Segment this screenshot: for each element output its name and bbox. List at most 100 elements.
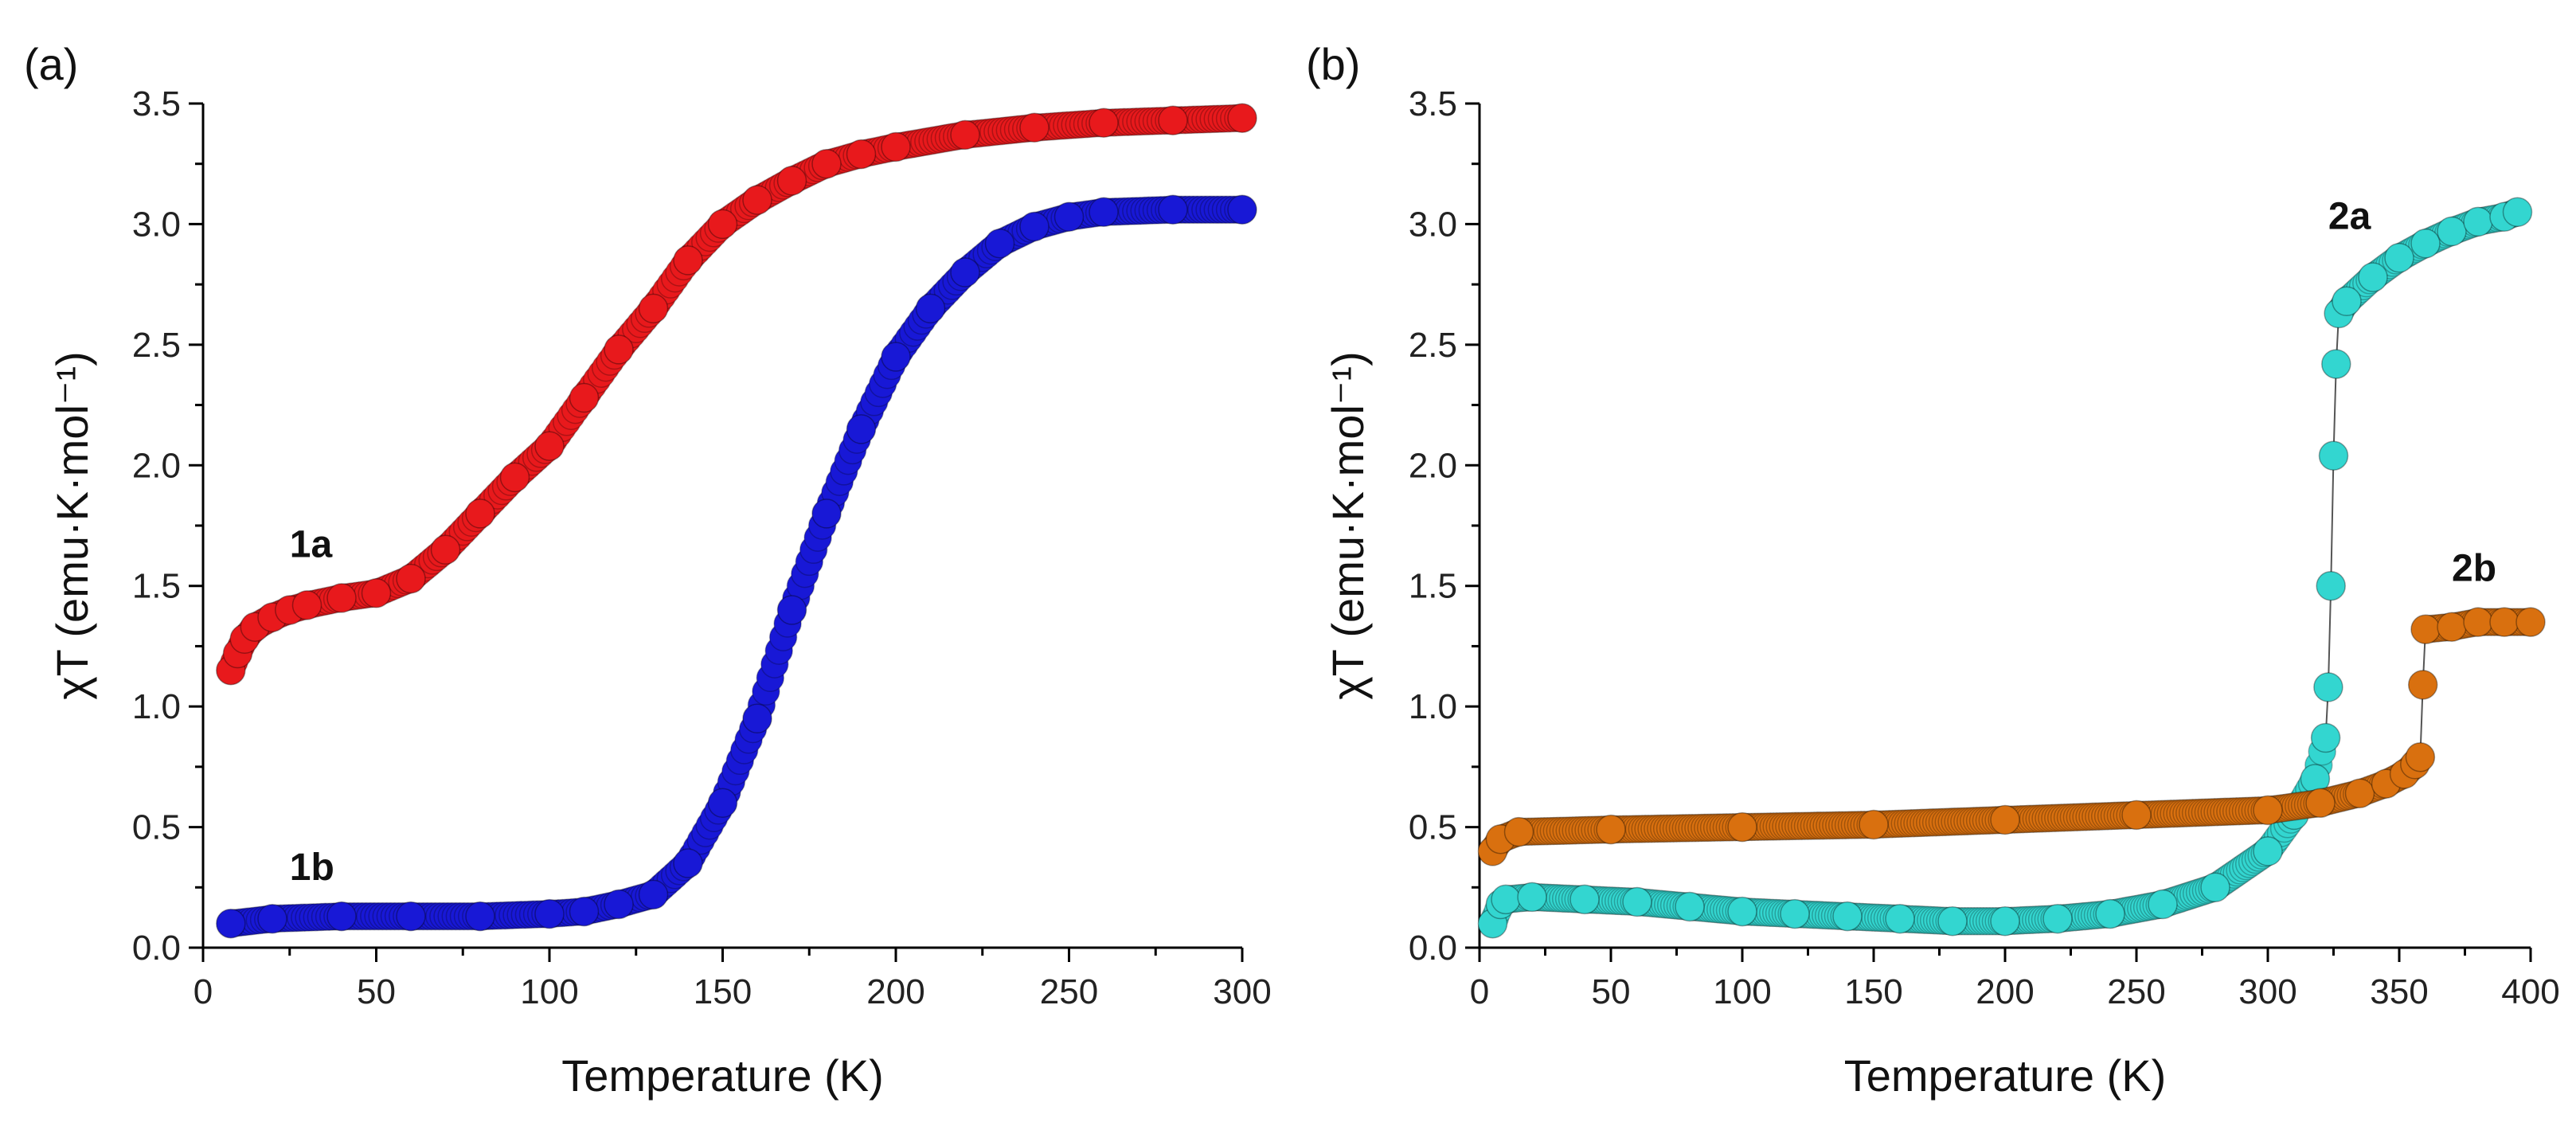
x-tick-label: 0 — [193, 972, 213, 1011]
series-2b — [1477, 607, 2546, 866]
data-point-key — [2515, 607, 2546, 637]
data-point-key — [2253, 795, 2283, 826]
series-1a — [216, 103, 1257, 686]
data-point-key — [2344, 778, 2375, 808]
data-point-key — [604, 334, 634, 365]
data-point-key — [1937, 905, 1968, 937]
y-tick-label: 1.5 — [132, 567, 181, 606]
data-point-key — [1569, 884, 1600, 915]
data-point-key — [465, 499, 495, 529]
data-point-key — [1517, 882, 1547, 913]
data-point-key — [1727, 896, 1757, 927]
x-tick-label: 150 — [1844, 972, 1902, 1011]
panel-b: (b) 0.0 0.5 1.0 1.5 2.0 2.5 3.0 3.5 0 50 100 150 200 2… — [1306, 39, 2560, 1101]
x-tick-label: 400 — [2501, 972, 2559, 1011]
data-point-key — [2410, 614, 2441, 644]
data-point-key — [2321, 349, 2351, 379]
data-point-key — [707, 788, 738, 819]
data-point-key — [2318, 440, 2349, 471]
data-point-key — [1596, 814, 1626, 845]
x-tick-label: 300 — [1213, 972, 1271, 1011]
data-point-key — [1727, 811, 1757, 843]
data-point-key — [984, 228, 1015, 259]
x-tick-label: 250 — [1040, 972, 1098, 1011]
y-tick-label: 2.0 — [1409, 446, 1457, 485]
x-axis-title: Temperature (K) — [1844, 1050, 2167, 1101]
x-tick-label: 250 — [2107, 972, 2165, 1011]
data-point-key — [638, 293, 669, 324]
data-point-key — [776, 595, 807, 625]
data-point-key — [604, 889, 634, 920]
y-tick-label: 0.0 — [1409, 929, 1457, 968]
y-tick-label: 3.5 — [1409, 84, 1457, 123]
data-point-key — [673, 245, 703, 276]
data-point-key — [2407, 670, 2438, 700]
series-label: 1a — [290, 523, 333, 565]
data-point-key — [881, 131, 911, 162]
x-tick-label: 200 — [866, 972, 924, 1011]
data-point-key — [1780, 898, 1810, 929]
data-point-key — [811, 499, 842, 529]
data-point-key — [1990, 804, 2020, 835]
y-tick-label: 2.5 — [132, 326, 181, 365]
data-point-key — [326, 901, 357, 932]
data-point-key — [2489, 607, 2519, 637]
data-point-key — [361, 578, 392, 608]
data-point-key — [638, 879, 669, 910]
data-point-key — [216, 908, 246, 939]
data-point-key — [430, 534, 461, 565]
y-tick-label: 1.0 — [132, 687, 181, 726]
panel-label: (a) — [24, 39, 78, 89]
data-point-key — [1158, 194, 1188, 225]
x-tick-label: 50 — [1592, 972, 1631, 1011]
y-tick-label: 3.0 — [1409, 205, 1457, 244]
data-point-key — [569, 896, 600, 927]
data-point-key — [1089, 108, 1119, 138]
data-point-key — [950, 257, 980, 287]
data-point-key — [396, 901, 426, 932]
data-point-key — [2410, 228, 2441, 259]
data-point-key — [1053, 201, 1085, 233]
y-tick-label: 2.5 — [1409, 326, 1457, 365]
data-point-key — [1227, 103, 1257, 133]
x-tick-label: 200 — [1976, 972, 2034, 1011]
data-point-key — [1885, 903, 1915, 934]
series-label: 2b — [2452, 548, 2496, 590]
data-point-key — [1622, 886, 1652, 917]
y-axis-title: χT (emu·K·mol⁻¹) — [1323, 351, 1373, 699]
series-label: 2a — [2328, 195, 2371, 237]
data-point-key — [1990, 905, 2020, 937]
y-tick-label: 1.0 — [1409, 687, 1457, 726]
data-point-key — [1227, 194, 1257, 225]
y-tick-label: 0.5 — [1409, 808, 1457, 847]
x-axis-title: Temperature (K) — [561, 1050, 884, 1101]
data-point-key — [534, 898, 565, 929]
data-point-key — [1019, 211, 1050, 242]
data-point-key — [396, 563, 426, 594]
data-point-key — [2310, 722, 2341, 753]
data-point-key — [2332, 286, 2362, 317]
data-point-key — [2253, 836, 2283, 866]
data-point-key — [1859, 809, 1889, 840]
series-1b — [216, 194, 1257, 939]
data-point-key — [915, 293, 946, 324]
data-point-key — [2463, 607, 2493, 637]
data-point-key — [2437, 612, 2467, 642]
y-tick-label: 3.5 — [132, 84, 181, 123]
panel-a: (a) 0.0 0.5 1.0 1.5 2.0 2.5 3.0 3.5 0 50 100 150 200 2… — [24, 39, 1272, 1101]
data-point-key — [1675, 891, 1705, 922]
data-point-key — [2437, 216, 2467, 247]
data-point-key — [499, 462, 530, 493]
series-2a — [1477, 197, 2533, 939]
data-point-key — [2095, 898, 2125, 929]
data-point-key — [2463, 206, 2493, 237]
data-point-key — [326, 583, 357, 613]
series-label: 1b — [290, 847, 334, 889]
y-axis-title: χT (emu·K·mol⁻¹) — [47, 351, 97, 699]
data-point-key — [1491, 884, 1521, 915]
data-point-key — [811, 148, 842, 179]
data-point-key — [1832, 901, 1863, 932]
data-point-key — [2200, 872, 2230, 903]
y-tick-label: 0.5 — [132, 808, 181, 847]
